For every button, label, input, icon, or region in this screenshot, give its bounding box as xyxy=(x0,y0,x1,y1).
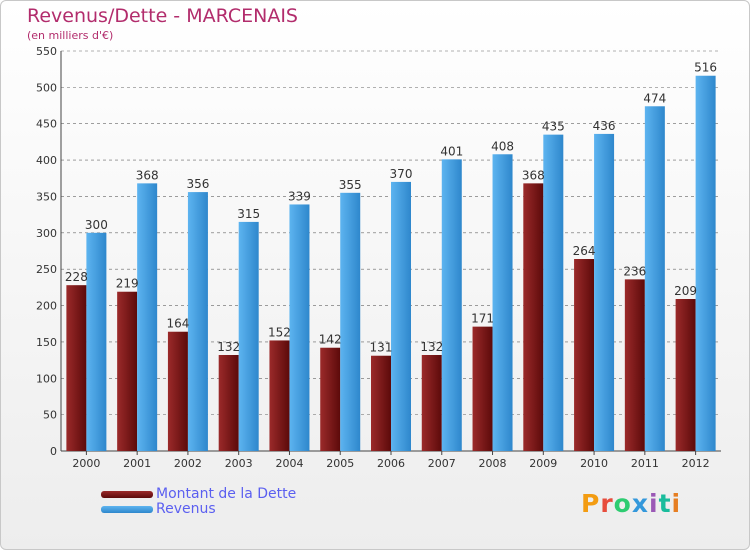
y-tick-label: 500 xyxy=(36,81,57,94)
bar-debt xyxy=(574,259,595,451)
bar-revenue xyxy=(137,183,158,451)
y-tick-label: 350 xyxy=(36,190,57,203)
data-label-revenue: 356 xyxy=(186,177,209,191)
chart-subtitle: (en milliers d'€) xyxy=(27,29,114,42)
logo-letter: o xyxy=(613,489,632,518)
y-tick-label: 550 xyxy=(36,45,57,58)
bar-debt xyxy=(675,299,696,451)
bar-debt xyxy=(421,355,442,451)
bar-revenue xyxy=(695,75,716,452)
data-label-revenue: 516 xyxy=(694,61,717,75)
logo-letter: i xyxy=(649,489,659,518)
x-tick-label: 2004 xyxy=(275,457,303,470)
bar-revenue xyxy=(340,192,361,451)
y-tick-label: 100 xyxy=(36,372,57,385)
data-label-revenue: 401 xyxy=(440,144,463,158)
data-label-revenue: 355 xyxy=(339,178,362,192)
y-tick-label: 300 xyxy=(36,227,57,240)
data-label-revenue: 315 xyxy=(237,207,260,221)
y-tick-label: 200 xyxy=(36,300,57,313)
data-label-debt: 152 xyxy=(268,325,291,339)
x-tick-label: 2010 xyxy=(580,457,608,470)
data-label-revenue: 435 xyxy=(542,120,565,134)
y-tick-label: 400 xyxy=(36,154,57,167)
y-tick-label: 450 xyxy=(36,118,57,131)
x-tick-label: 2012 xyxy=(682,457,710,470)
x-tick-label: 2002 xyxy=(174,457,202,470)
data-label-debt: 368 xyxy=(522,168,545,182)
legend-swatch-revenue xyxy=(101,506,153,513)
x-tick-label: 2008 xyxy=(479,457,507,470)
data-label-debt: 142 xyxy=(319,333,342,347)
x-tick-label: 2006 xyxy=(377,457,405,470)
bar-revenue xyxy=(441,159,462,451)
bar-debt xyxy=(371,355,391,451)
bar-debt xyxy=(167,331,188,451)
x-tick-label: 2009 xyxy=(529,457,557,470)
bar-debt xyxy=(320,347,341,451)
data-label-debt: 132 xyxy=(217,340,240,354)
bar-debt xyxy=(269,340,290,451)
x-tick-label: 2005 xyxy=(326,457,354,470)
bar-debt xyxy=(624,279,645,451)
data-label-debt: 132 xyxy=(420,340,443,354)
x-tick-label: 2011 xyxy=(631,457,659,470)
x-tick-label: 2000 xyxy=(72,457,100,470)
data-label-revenue: 474 xyxy=(643,91,666,105)
bar-debt xyxy=(117,291,138,451)
data-label-debt: 219 xyxy=(116,277,139,291)
data-label-revenue: 339 xyxy=(288,189,311,203)
bar-debt xyxy=(472,326,493,451)
legend-label-revenue: Revenus xyxy=(156,501,216,517)
bar-revenue xyxy=(391,181,411,451)
bar-debt xyxy=(66,285,87,451)
bar-revenue xyxy=(644,106,665,451)
logo-letter: x xyxy=(631,489,649,518)
y-tick-label: 150 xyxy=(36,336,57,349)
y-tick-label: 50 xyxy=(43,409,57,422)
bar-revenue xyxy=(86,232,107,451)
logo-letter: i xyxy=(671,489,682,518)
bar-revenue xyxy=(187,192,208,451)
data-label-revenue: 368 xyxy=(136,168,159,182)
proxiti-logo: Proxiti xyxy=(581,489,681,518)
data-label-revenue: 436 xyxy=(593,119,616,133)
bar-revenue xyxy=(594,133,615,451)
bar-revenue xyxy=(492,154,513,452)
legend-swatch-debt xyxy=(101,491,153,498)
data-label-debt: 209 xyxy=(674,284,697,298)
data-label-debt: 131 xyxy=(370,341,393,355)
y-tick-label: 0 xyxy=(50,445,57,458)
bar-debt xyxy=(523,183,544,451)
y-tick-label: 250 xyxy=(36,263,57,276)
x-tick-label: 2007 xyxy=(428,457,456,470)
legend-label-debt: Montant de la Dette xyxy=(156,486,297,502)
bar-revenue xyxy=(543,134,564,452)
data-label-debt: 228 xyxy=(65,270,88,284)
logo-letter: P xyxy=(581,489,601,518)
x-tick-label: 2001 xyxy=(123,457,151,470)
bar-revenue xyxy=(289,204,310,451)
logo-letter: r xyxy=(600,489,614,518)
bar-revenue xyxy=(238,221,259,451)
data-label-debt: 164 xyxy=(166,317,189,331)
data-label-debt: 264 xyxy=(573,244,596,258)
logo-letter: t xyxy=(658,489,672,518)
data-label-debt: 171 xyxy=(471,312,494,326)
data-label-debt: 236 xyxy=(623,264,646,278)
data-label-revenue: 300 xyxy=(85,218,108,232)
chart-title: Revenus/Dette - MARCENAIS xyxy=(27,5,298,27)
data-label-revenue: 408 xyxy=(491,139,514,153)
data-label-revenue: 370 xyxy=(390,167,413,181)
bar-debt xyxy=(218,355,239,451)
x-tick-label: 2003 xyxy=(225,457,253,470)
